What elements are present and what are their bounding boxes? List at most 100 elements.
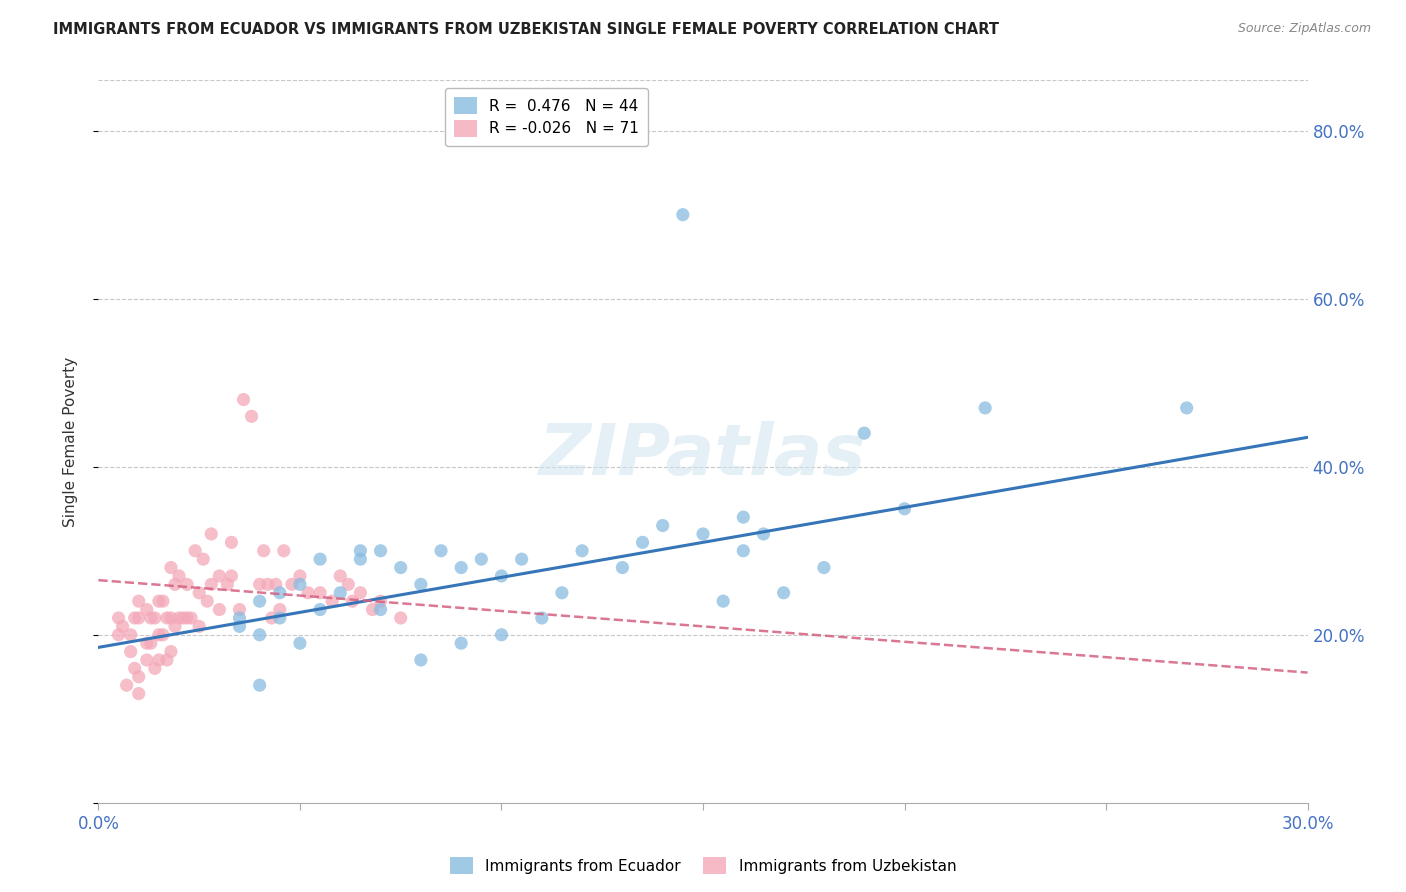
Point: [152, 628, 174, 642]
Point: [256, 577, 278, 591]
Point: [135, 602, 157, 616]
Point: [321, 594, 343, 608]
Point: [128, 670, 150, 684]
Point: [974, 401, 997, 415]
Point: [163, 577, 186, 591]
Point: [409, 653, 432, 667]
Point: [269, 586, 291, 600]
Point: [309, 552, 332, 566]
Point: [249, 594, 271, 608]
Point: [430, 543, 453, 558]
Point: [128, 594, 150, 608]
Point: [160, 611, 183, 625]
Point: [120, 628, 142, 642]
Point: [349, 543, 371, 558]
Point: [571, 543, 593, 558]
Point: [221, 535, 243, 549]
Point: [329, 586, 352, 600]
Point: [160, 644, 183, 658]
Point: [612, 560, 634, 574]
Point: [135, 653, 157, 667]
Point: [651, 518, 673, 533]
Point: [193, 552, 215, 566]
Point: [269, 611, 291, 625]
Point: [107, 628, 129, 642]
Point: [107, 611, 129, 625]
Point: [217, 577, 239, 591]
Point: [167, 611, 190, 625]
Point: [309, 586, 332, 600]
Point: [260, 611, 283, 625]
Point: [349, 552, 371, 566]
Point: [228, 619, 250, 633]
Point: [491, 569, 513, 583]
Point: [297, 586, 319, 600]
Point: [409, 577, 432, 591]
Point: [631, 535, 654, 549]
Point: [176, 577, 198, 591]
Point: [389, 560, 412, 574]
Point: [288, 577, 311, 591]
Point: [139, 611, 162, 625]
Point: [370, 594, 392, 608]
Point: [163, 619, 186, 633]
Text: ZIPatlas: ZIPatlas: [540, 422, 866, 491]
Point: [288, 569, 311, 583]
Point: [156, 653, 179, 667]
Point: [208, 569, 231, 583]
Point: [180, 611, 202, 625]
Point: [491, 628, 513, 642]
Point: [176, 611, 198, 625]
Point: [450, 560, 472, 574]
Point: [530, 611, 553, 625]
Point: [711, 594, 734, 608]
Point: [361, 602, 384, 616]
Point: [281, 577, 304, 591]
Point: [172, 611, 194, 625]
Point: [111, 619, 134, 633]
Point: [342, 594, 364, 608]
Point: [221, 569, 243, 583]
Point: [143, 611, 166, 625]
Point: [813, 560, 835, 574]
Legend: R =  0.476   N = 44, R = -0.026   N = 71: R = 0.476 N = 44, R = -0.026 N = 71: [444, 88, 648, 145]
Point: [232, 392, 254, 407]
Point: [510, 552, 533, 566]
Point: [253, 543, 276, 558]
Point: [672, 208, 695, 222]
Point: [1175, 401, 1198, 415]
Point: [200, 577, 222, 591]
Point: [228, 611, 250, 625]
Point: [337, 577, 360, 591]
Point: [249, 678, 271, 692]
Point: [156, 611, 179, 625]
Point: [228, 602, 250, 616]
Point: [349, 586, 371, 600]
Point: [167, 569, 190, 583]
Point: [370, 543, 392, 558]
Text: IMMIGRANTS FROM ECUADOR VS IMMIGRANTS FROM UZBEKISTAN SINGLE FEMALE POVERTY CORR: IMMIGRANTS FROM ECUADOR VS IMMIGRANTS FR…: [53, 22, 1000, 37]
Text: Source: ZipAtlas.com: Source: ZipAtlas.com: [1237, 22, 1371, 36]
Point: [249, 628, 271, 642]
Point: [264, 577, 287, 591]
Point: [124, 611, 146, 625]
Point: [249, 577, 271, 591]
Point: [269, 602, 291, 616]
Point: [148, 653, 170, 667]
Legend: Immigrants from Ecuador, Immigrants from Uzbekistan: Immigrants from Ecuador, Immigrants from…: [444, 851, 962, 880]
Point: [240, 409, 263, 424]
Point: [273, 543, 295, 558]
Point: [752, 527, 775, 541]
Point: [772, 586, 794, 600]
Point: [124, 661, 146, 675]
Point: [893, 501, 915, 516]
Point: [120, 644, 142, 658]
Point: [200, 527, 222, 541]
Point: [128, 687, 150, 701]
Point: [208, 602, 231, 616]
Point: [115, 678, 138, 692]
Point: [188, 619, 211, 633]
Point: [309, 602, 332, 616]
Point: [128, 611, 150, 625]
Point: [329, 569, 352, 583]
